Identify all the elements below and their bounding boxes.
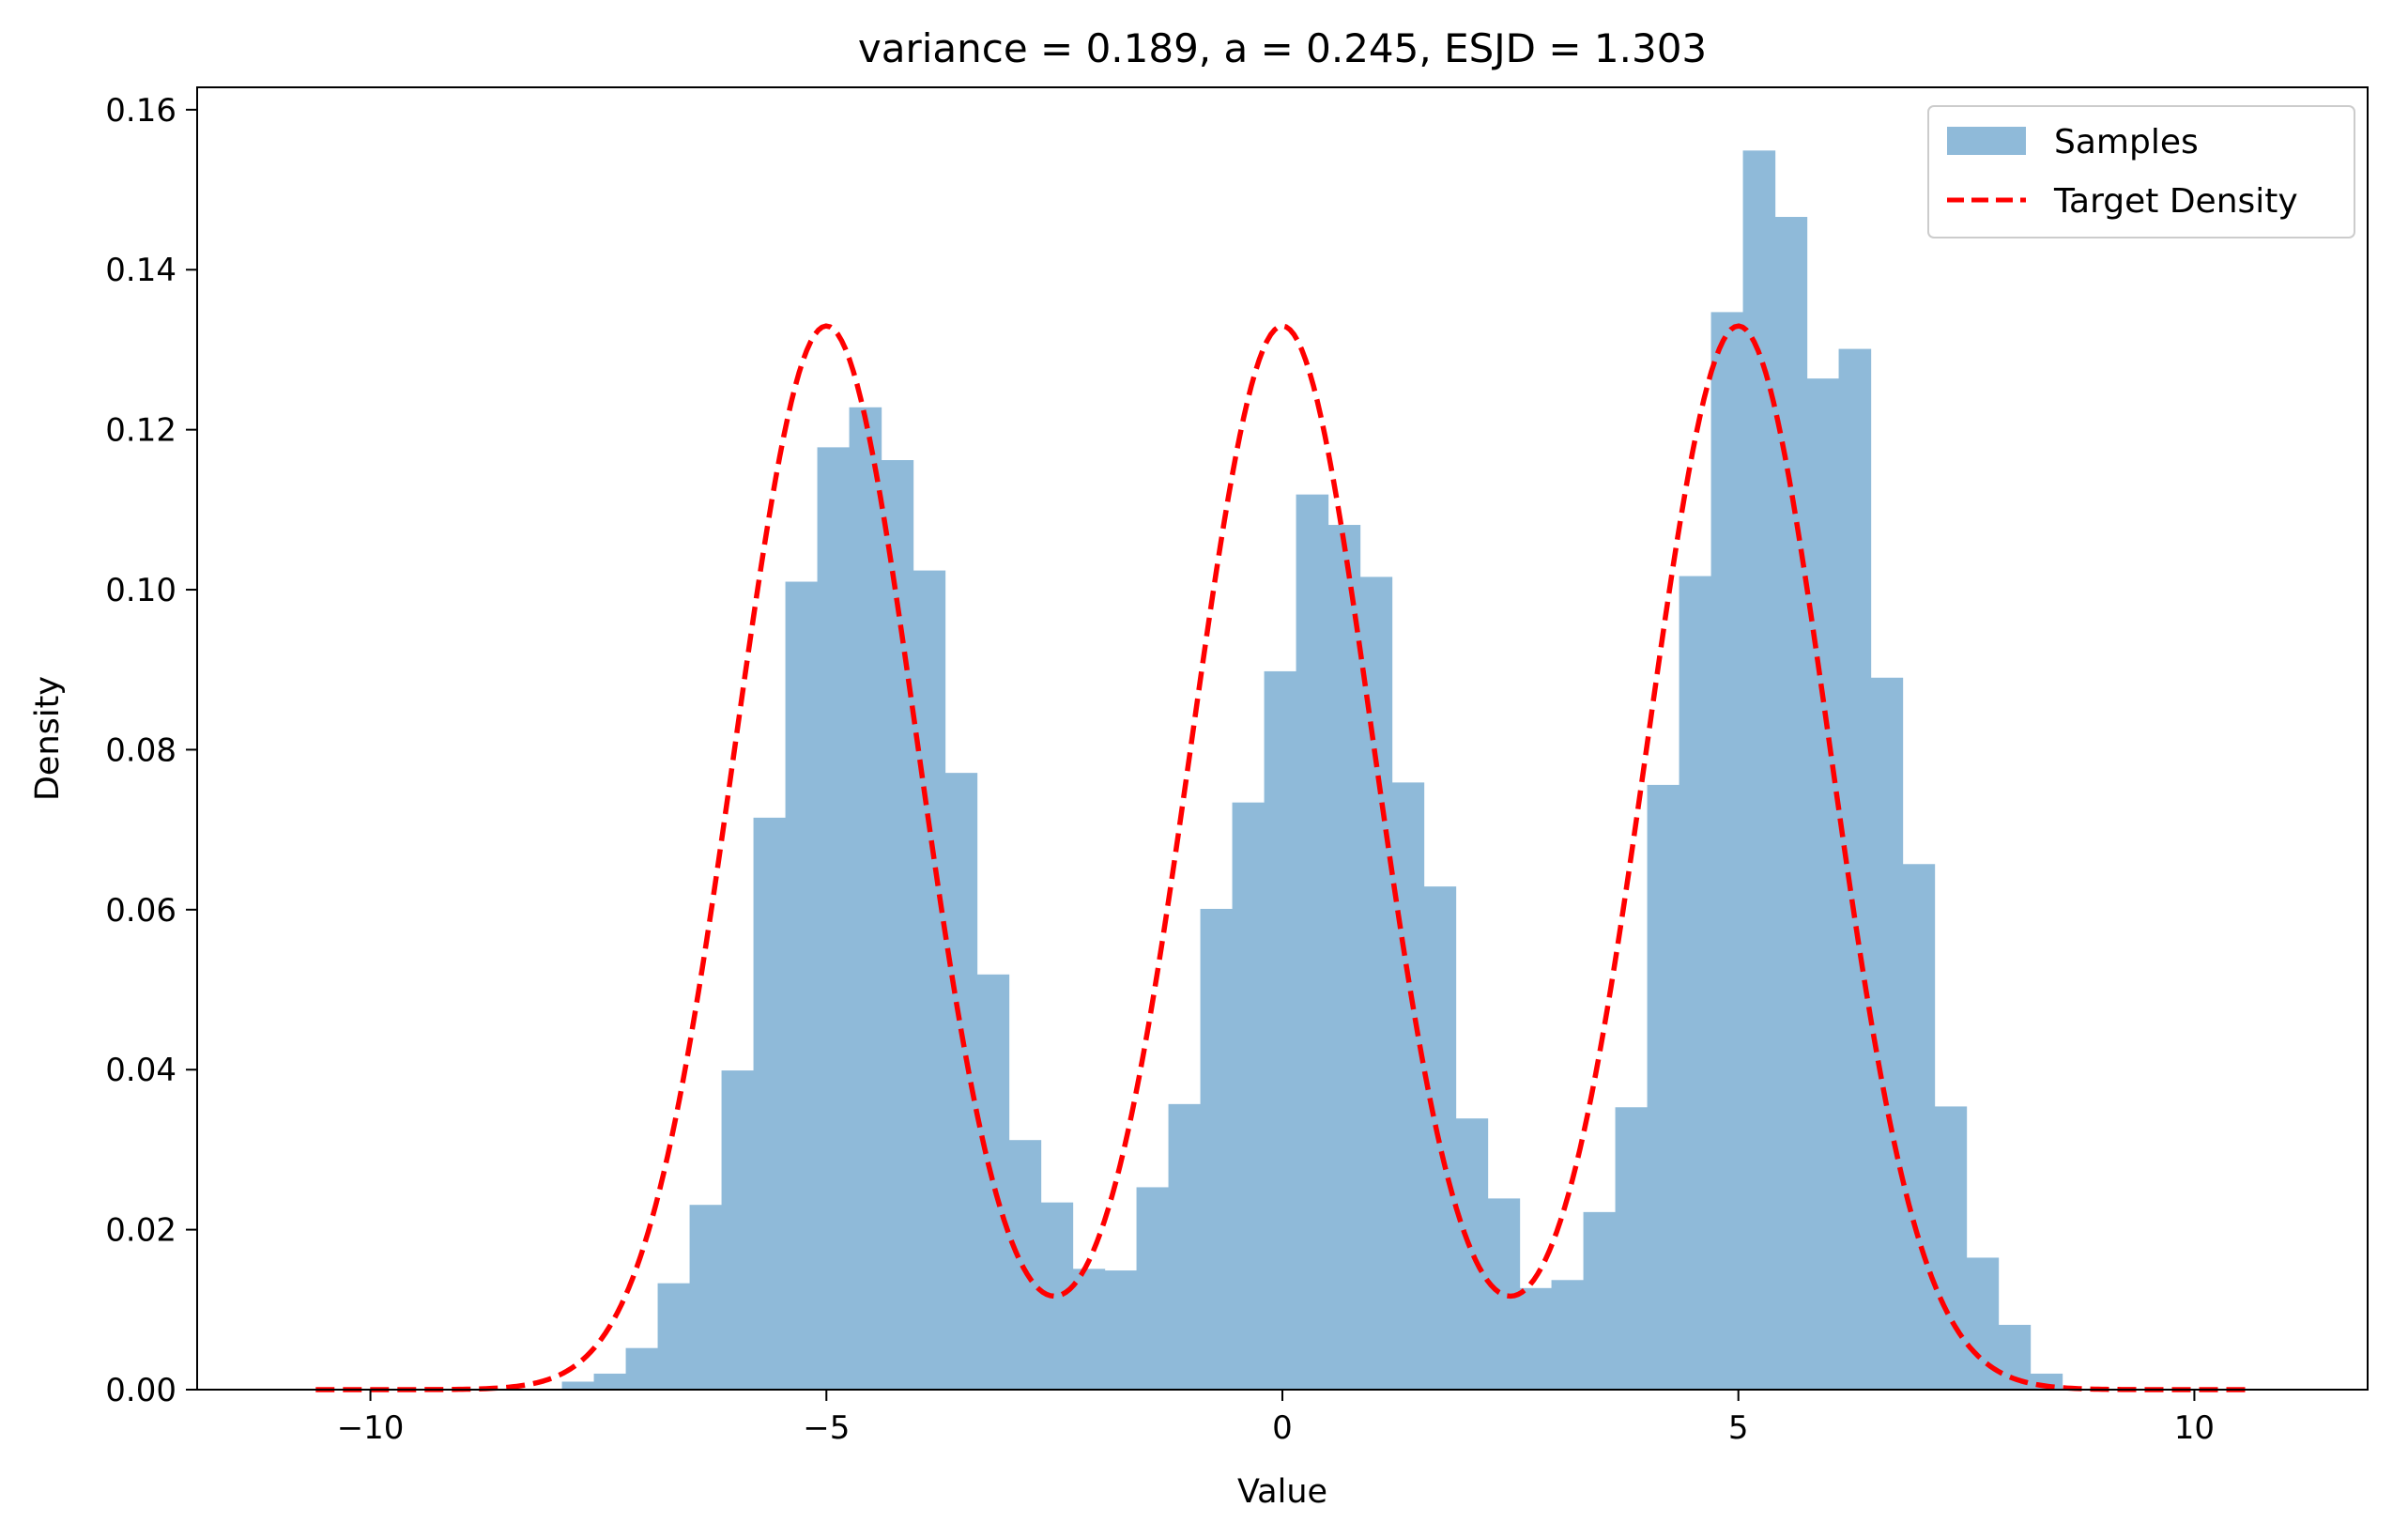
y-axis-ticks: 0.00 0.02 0.04 0.06 0.08 0.10 0.12 0.14 0.16 [105,92,197,1409]
histogram-bar [1647,784,1680,1390]
histogram-bar [1296,494,1329,1390]
chart-title: variance = 0.189, a = 0.245, ESJD = 1.30… [858,25,1707,71]
histogram-bar [593,1373,627,1390]
histogram-bar [1168,1103,1202,1390]
histogram-bar [561,1381,595,1390]
histogram-bar [1870,677,1904,1390]
histogram-bar [625,1347,659,1390]
histogram-bar [1838,348,1872,1391]
histogram-bar [1710,312,1744,1390]
histogram-bar [1551,1280,1585,1390]
y-tick-label: 0.10 [105,572,176,609]
histogram-bar [753,817,787,1390]
y-tick-label: 0.08 [105,731,176,769]
y-tick-label: 0.02 [105,1212,176,1250]
histogram-bar [1072,1269,1106,1390]
y-tick-label: 0.12 [105,412,176,450]
histogram-bar [1136,1187,1170,1390]
x-tick-label: −10 [337,1409,405,1447]
histogram-bar [1264,670,1297,1390]
histogram-bars [561,150,2063,1391]
histogram-bar [944,773,978,1390]
histogram-bar [976,974,1010,1390]
histogram-bar [1104,1270,1138,1390]
legend-label-target-density: Target Density [2053,182,2298,221]
x-axis-label: Value [1237,1473,1327,1511]
density-lines [315,323,2249,1392]
histogram-bar [1359,577,1393,1390]
y-axis-label: Density [29,676,67,801]
y-tick-label: 0.06 [105,892,176,930]
histogram-bar [1232,802,1265,1390]
x-tick-label: 0 [1272,1409,1293,1447]
legend-label-samples: Samples [2054,123,2199,161]
y-tick-label: 0.14 [105,252,176,289]
x-axis-ticks: −10 −5 0 5 10 [337,1390,2215,1447]
target-density-line [315,323,2249,1392]
histogram-bar [1806,378,1840,1390]
histogram-bar [689,1205,723,1390]
histogram-bar [1519,1287,1553,1390]
histogram-bar [1391,782,1425,1390]
histogram-bar [785,581,819,1390]
histogram-bar [1742,150,1776,1390]
y-tick-label: 0.04 [105,1052,176,1089]
histogram-bar [1200,908,1234,1390]
histogram-bar [1008,1140,1042,1390]
histogram-bar [1583,1211,1617,1390]
histogram-bar [1679,576,1712,1390]
histogram-bar [1327,525,1361,1390]
histogram-bar [657,1283,691,1390]
y-tick-label: 0.00 [105,1372,176,1409]
x-tick-label: 5 [1728,1409,1749,1447]
x-tick-label: 10 [2174,1409,2215,1447]
legend-swatch-samples [1947,127,2026,155]
histogram-bar [1615,1107,1649,1390]
histogram-bar [849,407,882,1390]
y-tick-label: 0.16 [105,92,176,130]
legend: Samples Target Density [1927,105,2355,238]
histogram-bar [1455,1118,1489,1390]
histogram-bar [721,1070,755,1390]
histogram-bar [1902,864,1936,1390]
histogram-bar [1774,217,1808,1390]
x-tick-label: −5 [803,1409,850,1447]
histogram-bar [1934,1106,1968,1390]
histogram-bar [817,447,851,1390]
histogram-bar [913,570,946,1390]
legend-box [1927,105,2355,238]
